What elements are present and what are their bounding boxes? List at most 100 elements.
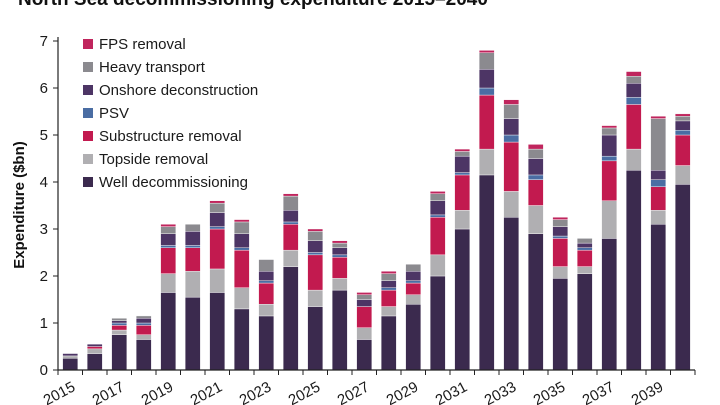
x-tick-label: 2039 xyxy=(629,379,666,405)
bar-segment xyxy=(601,238,618,371)
bar-segment xyxy=(356,299,373,307)
bar-segment xyxy=(454,151,471,157)
bar-segment xyxy=(209,228,226,270)
x-tick-label: 2029 xyxy=(384,379,421,405)
bar-segment xyxy=(184,296,201,371)
y-tick-label: 4 xyxy=(40,174,48,191)
bar-segment xyxy=(111,334,128,371)
bar-segment xyxy=(111,320,128,324)
bar-segment xyxy=(160,245,177,248)
bar-segment xyxy=(454,228,471,371)
bar-segment xyxy=(478,68,495,89)
bar-segment xyxy=(307,228,324,232)
legend-label: Topside removal xyxy=(99,151,208,168)
bar-segment xyxy=(86,348,103,354)
y-tick-label: 6 xyxy=(40,80,48,97)
chart-title: North Sea decommissioning expenditure 20… xyxy=(18,0,488,10)
bar-segment xyxy=(674,165,691,185)
bar-segment xyxy=(601,125,618,129)
bar-segment xyxy=(209,200,226,204)
bar-segment xyxy=(233,287,250,310)
x-tick-label: 2031 xyxy=(433,379,470,405)
bar-segment xyxy=(478,87,495,96)
bar-segment xyxy=(86,343,103,347)
bar-segment xyxy=(380,273,397,281)
bar-segment xyxy=(625,71,642,77)
y-tick-label: 0 xyxy=(40,362,48,379)
bar-segment xyxy=(650,209,667,225)
bar-segment xyxy=(307,240,324,253)
bar-segment xyxy=(86,346,103,350)
bar-segment xyxy=(331,254,348,258)
bar-segment xyxy=(674,120,691,131)
bar-segment xyxy=(601,134,618,157)
bar-segment xyxy=(650,115,667,119)
y-tick-label: 5 xyxy=(40,127,48,144)
bar-segment xyxy=(478,50,495,53)
x-tick-label: 2021 xyxy=(188,379,225,405)
bar-segment xyxy=(160,226,177,234)
bar-segment xyxy=(209,202,226,213)
bar-segment xyxy=(111,318,128,321)
bar-segment xyxy=(601,200,618,239)
bar-segment xyxy=(527,158,544,176)
bar-segment xyxy=(429,193,446,202)
legend-swatch xyxy=(83,85,93,95)
bar-segment xyxy=(552,266,569,279)
bar-segment xyxy=(454,209,471,230)
bar-segment xyxy=(674,115,691,122)
bar-segment xyxy=(625,83,642,98)
bar-segment xyxy=(552,219,569,227)
bar-segment xyxy=(307,254,324,291)
legend-label: FPS removal xyxy=(99,36,186,53)
bar-segment xyxy=(576,247,593,251)
bar-segment xyxy=(135,318,152,324)
bars-group xyxy=(62,50,691,371)
bar-segment xyxy=(356,327,373,340)
bar-segment xyxy=(405,282,422,295)
bar-segment xyxy=(258,259,275,272)
bar-segment xyxy=(576,266,593,274)
bar-segment xyxy=(111,325,128,331)
x-axis: 2015 2017 2019 2021 2023 2025 2027 2029 2031 2033… xyxy=(41,369,696,405)
bar-segment xyxy=(184,245,201,248)
bar-segment xyxy=(307,231,324,241)
bar-segment xyxy=(86,353,103,371)
bar-segment xyxy=(282,221,299,225)
bar-segment xyxy=(135,339,152,371)
x-tick-label: 2037 xyxy=(580,379,617,405)
bar-segment xyxy=(62,353,79,357)
bar-segment xyxy=(62,358,79,371)
bar-segment xyxy=(478,52,495,70)
bar-segment xyxy=(233,249,250,288)
bar-segment xyxy=(233,308,250,371)
bar-segment xyxy=(282,249,299,267)
bar-segment xyxy=(625,76,642,84)
bar-segment xyxy=(380,287,397,291)
bar-segment xyxy=(282,209,299,223)
bar-segment xyxy=(380,271,397,274)
legend-label: Onshore deconstruction xyxy=(99,82,258,99)
bar-segment xyxy=(258,280,275,284)
bar-segment xyxy=(576,242,593,249)
bar-segment xyxy=(527,174,544,180)
legend-label: Substructure removal xyxy=(99,128,242,145)
bar-segment xyxy=(527,233,544,371)
bar-segment xyxy=(380,289,397,307)
bar-segment xyxy=(380,315,397,371)
bar-segment xyxy=(135,315,152,319)
bar-segment xyxy=(233,247,250,251)
bar-segment xyxy=(111,322,128,326)
bar-segment xyxy=(429,217,446,256)
bar-segment xyxy=(307,252,324,256)
bar-segment xyxy=(184,247,201,272)
bar-segment xyxy=(405,264,422,272)
bar-segment xyxy=(233,219,250,223)
bar-segment xyxy=(650,118,667,171)
bar-segment xyxy=(209,268,226,293)
bar-segment xyxy=(233,221,250,234)
x-tick-label: 2019 xyxy=(139,379,176,405)
bar-segment xyxy=(552,238,569,267)
bar-segment xyxy=(111,329,128,335)
